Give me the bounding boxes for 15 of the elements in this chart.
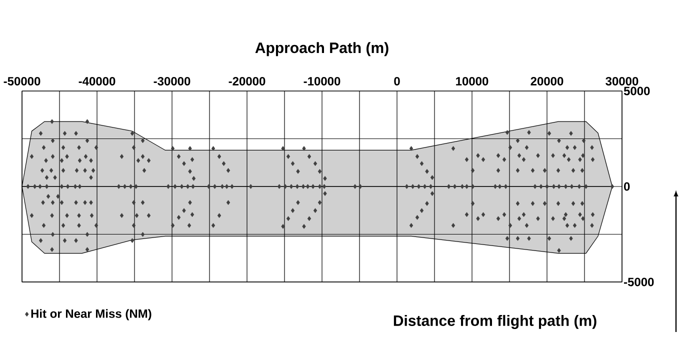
x-tick-label: -50000	[4, 76, 40, 86]
x-tick-label: 20000	[530, 76, 564, 86]
x-tick-label: -20000	[228, 76, 266, 86]
text: Distance from flight path (m)	[394, 314, 596, 330]
x-tick-label: 30000	[606, 76, 638, 86]
x-tick-label: -40000	[78, 76, 116, 86]
y-tick-label: 0	[624, 182, 630, 191]
x-axis-title: Approach Path (m)	[255, 42, 388, 56]
x-tick-label: 10000	[456, 76, 488, 86]
y-tick-label: 5000	[624, 86, 650, 96]
x-tick-label: -10000	[304, 76, 340, 86]
legend-label: Hit or Near Miss (NM)	[31, 309, 152, 320]
y-tick-label: -5000	[624, 278, 654, 286]
x-tick-label: 0	[394, 76, 400, 86]
x-tick-label: -30000	[154, 76, 190, 86]
